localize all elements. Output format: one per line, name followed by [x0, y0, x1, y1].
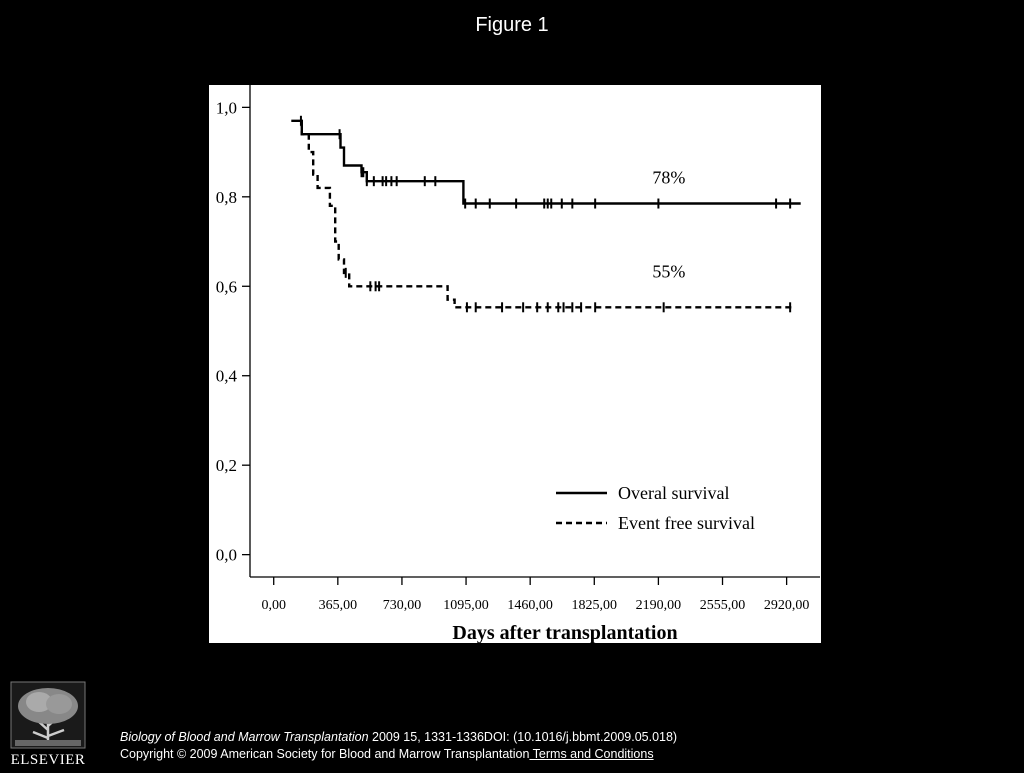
x-tick-label: 2555,00: [700, 598, 746, 613]
x-axis-label: Days after transplantation: [452, 622, 677, 643]
legend-label: Event free survival: [618, 513, 755, 533]
y-tick-label: 0,4: [216, 367, 238, 386]
citation-block: Biology of Blood and Marrow Transplantat…: [120, 729, 677, 763]
x-tick-label: 1825,00: [572, 598, 618, 613]
x-tick-label: 1095,00: [443, 598, 489, 613]
y-tick-label: 0,6: [216, 277, 237, 296]
survival-chart: 0,0 0,2 0,4 0,6 0,8 1,0 0,00 365,00 730,00 1095,0…: [216, 85, 820, 643]
elsevier-logo: ELSEVIER: [9, 680, 87, 768]
labels-layer: 0,0 0,2 0,4 0,6 0,8 1,0 0,00 365,00 730,00 1095,0…: [216, 98, 810, 643]
x-tick-label: 730,00: [383, 598, 422, 613]
y-tick-label: 0,2: [216, 456, 237, 475]
copyright-text: Copyright © 2009 American Society for Bl…: [120, 747, 530, 761]
legend-label: Overal survival: [618, 483, 729, 503]
logo-wordmark: ELSEVIER: [11, 752, 86, 768]
axes: [242, 85, 820, 585]
x-tick-label: 365,00: [319, 598, 358, 613]
citation-details: 2009 15, 1331-1336DOI: (10.1016/j.bbmt.2…: [368, 730, 678, 744]
annotation-label: 78%: [652, 167, 685, 187]
x-tick-label: 1460,00: [507, 598, 553, 613]
legend: Overal survival Event free survival: [556, 483, 755, 533]
elsevier-tree-icon: ELSEVIER: [10, 681, 86, 768]
y-tick-label: 0,8: [216, 188, 237, 207]
x-tick-label: 2920,00: [764, 598, 810, 613]
figure-panel: 0,0 0,2 0,4 0,6 0,8 1,0 0,00 365,00 730,00 1095,0…: [209, 85, 821, 643]
slide-title: Figure 1: [475, 14, 549, 36]
copyright-line: Copyright © 2009 American Society for Bl…: [120, 746, 677, 763]
y-tick-label: 1,0: [216, 98, 237, 117]
x-tick-label: 2190,00: [636, 598, 682, 613]
citation-line: Biology of Blood and Marrow Transplantat…: [120, 729, 677, 746]
x-tick-label: 0,00: [261, 598, 286, 613]
annotation-label: 55%: [652, 261, 685, 281]
terms-link[interactable]: Terms and Conditions: [529, 747, 654, 761]
journal-name: Biology of Blood and Marrow Transplantat…: [120, 730, 369, 744]
series-layer: [291, 115, 801, 313]
series-line-event-free-survival: [300, 120, 792, 309]
series-line-overall-survival: [291, 119, 801, 205]
y-tick-label: 0,0: [216, 546, 237, 565]
